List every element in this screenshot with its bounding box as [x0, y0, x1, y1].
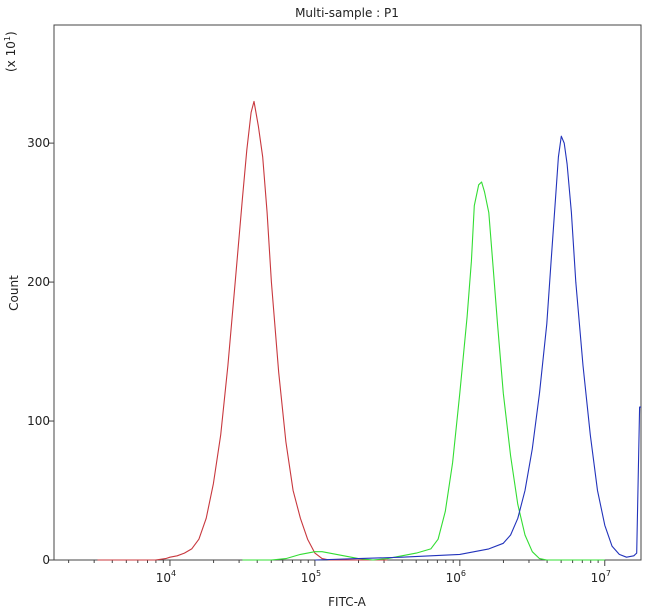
x-tick-label: 104 — [156, 569, 176, 585]
x-axis-ticks: 104 105 106 107 — [68, 560, 611, 585]
y-multiplier-prefix: (x 10 — [4, 41, 18, 72]
series-line-3 — [314, 135, 641, 561]
y-axis-ticks: 0 100 200 300 — [27, 136, 54, 567]
y-tick-label: 100 — [27, 414, 50, 428]
y-tick-label: 200 — [27, 275, 50, 289]
y-multiplier: (x 101) — [3, 31, 18, 72]
y-tick-label: 0 — [42, 553, 50, 567]
y-multiplier-exponent: 1 — [3, 36, 12, 41]
chart-title: Multi-sample : P1 — [295, 6, 399, 20]
series-line-2 — [242, 181, 605, 561]
y-tick-label: 300 — [27, 136, 50, 150]
svg-text:(x 101): (x 101) — [3, 31, 18, 72]
y-multiplier-suffix: ) — [4, 31, 18, 36]
x-tick-label: 106 — [446, 569, 466, 585]
x-tick-label: 105 — [301, 569, 321, 585]
histogram-series — [97, 100, 641, 561]
plot-frame — [53, 24, 642, 561]
y-axis-label: Count — [7, 275, 21, 311]
x-axis-label: FITC-A — [328, 595, 367, 609]
x-tick-label: 107 — [591, 569, 611, 585]
series-line-1 — [97, 100, 388, 561]
